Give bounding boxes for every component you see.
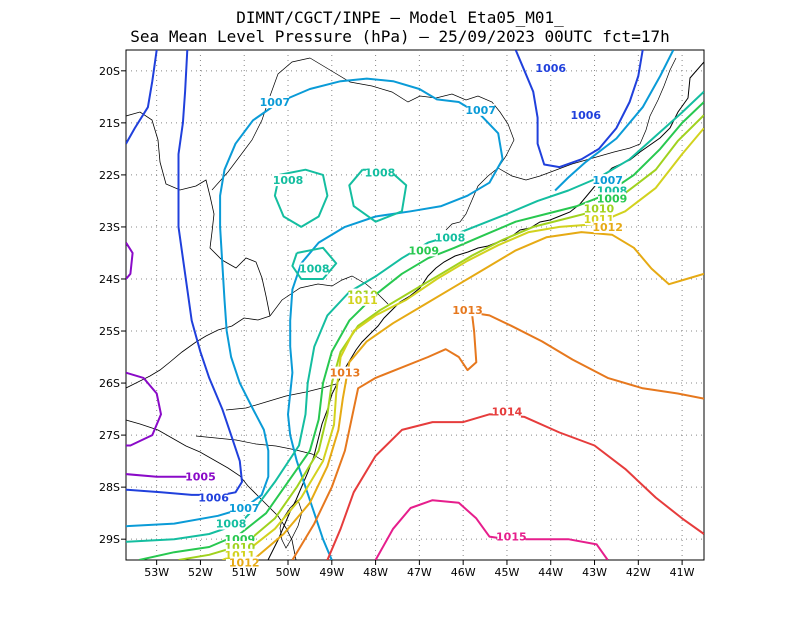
latitude-axis-labels: 20S 21S 22S 23S 24S 25S 26S 27S 28S 29S xyxy=(99,65,120,546)
longitude-axis-labels: 53W 52W 51W 50W 49W 48W 47W 46W 45W 44W 43W 42W 41W xyxy=(144,566,694,579)
x-tick-label: 41W xyxy=(670,566,695,579)
isobar-label-bg xyxy=(453,304,482,317)
argentina-border xyxy=(126,315,271,389)
y-tick-label: 20S xyxy=(99,65,120,78)
isobar-label-1006: 1006 xyxy=(535,62,566,75)
x-tick-label: 49W xyxy=(319,566,344,579)
isobar-label-bg xyxy=(230,556,259,569)
isobar-label-bg xyxy=(492,405,521,418)
isobar-label-bg xyxy=(199,491,228,504)
isobar-label-1009: 1009 xyxy=(408,244,439,257)
x-tick-label: 53W xyxy=(144,566,169,579)
isobar-1007 xyxy=(126,77,504,560)
isobar-label-1012: 1012 xyxy=(592,221,623,234)
isobar-1005 xyxy=(126,371,162,447)
isobar-label-1007: 1007 xyxy=(592,174,623,187)
isobar-label-bg xyxy=(466,103,495,116)
isobar-label-bg xyxy=(260,96,289,109)
isobar-label-1013: 1013 xyxy=(452,304,483,317)
isobar-label-bg xyxy=(330,366,359,379)
isobar-label-1009: 1009 xyxy=(597,192,628,205)
y-tick-label: 29S xyxy=(99,533,120,546)
state-border-mg-rj xyxy=(497,143,641,181)
isobar-label-1005: 1005 xyxy=(185,471,216,484)
y-tick-label: 23S xyxy=(99,221,120,234)
isobar-label-1008: 1008 xyxy=(299,263,330,276)
isobar-1008 xyxy=(273,168,329,228)
isobar-label-bg xyxy=(536,62,565,75)
isobar-label-1007: 1007 xyxy=(465,104,496,117)
isobar-label-bg xyxy=(217,517,246,530)
x-tick-label: 47W xyxy=(407,566,432,579)
isobar-1013 xyxy=(291,311,704,560)
x-tick-label: 43W xyxy=(582,566,607,579)
state-border-ms-sp xyxy=(211,57,311,191)
x-tick-label: 42W xyxy=(626,566,651,579)
x-tick-label: 44W xyxy=(538,566,563,579)
isobar-label-1013: 1013 xyxy=(330,367,361,380)
lat-lon-grid xyxy=(121,50,704,565)
isobar-1011 xyxy=(221,127,704,560)
isobar-label-1010: 1010 xyxy=(584,203,615,216)
y-tick-label: 28S xyxy=(99,481,120,494)
isobar-label-bg xyxy=(593,174,622,187)
isobar-label-1008: 1008 xyxy=(273,174,304,187)
y-tick-label: 27S xyxy=(99,429,120,442)
map-title-line-1: DIMNT/CGCT/INPE – Model Eta05_M01_ xyxy=(236,8,564,27)
isobar-label-1006: 1006 xyxy=(570,109,601,122)
isobar-label-bg xyxy=(497,530,526,543)
y-tick-label: 21S xyxy=(99,117,120,130)
isobar-label-1015: 1015 xyxy=(496,531,527,544)
isobar-label-1012: 1012 xyxy=(229,557,260,570)
x-tick-label: 48W xyxy=(363,566,388,579)
isobar-label-bg xyxy=(348,293,377,306)
y-tick-label: 26S xyxy=(99,377,120,390)
isobar-label-bg xyxy=(598,192,627,205)
y-tick-label: 25S xyxy=(99,325,120,338)
isobar-label-1008: 1008 xyxy=(216,518,247,531)
isobar-label-bg xyxy=(593,220,622,233)
isobar-label-bg xyxy=(274,174,303,187)
lagoa-dos-patos xyxy=(279,499,303,549)
paraguay-border xyxy=(126,111,271,317)
x-tick-label: 46W xyxy=(451,566,476,579)
isobar-label-1007: 1007 xyxy=(260,96,291,109)
map-title-line-2: Sea Mean Level Pressure (hPa) – 25/09/20… xyxy=(130,27,670,46)
isobar-label-1014: 1014 xyxy=(492,406,523,419)
isobar-label-bg xyxy=(186,470,215,483)
plot-frame xyxy=(125,49,705,561)
isobar-1014 xyxy=(326,413,704,560)
isobar-1006 xyxy=(514,50,644,169)
isobar-label-bg xyxy=(300,262,329,275)
x-tick-label: 52W xyxy=(188,566,213,579)
isobar-label-bg xyxy=(365,166,394,179)
isobar-label-bg xyxy=(571,109,600,122)
uruguay-border xyxy=(126,419,297,560)
isobar-label-bg xyxy=(436,231,465,244)
state-border-sp-mg xyxy=(309,57,515,231)
isobar-label-1011: 1011 xyxy=(347,294,378,307)
isobar-label-1008: 1008 xyxy=(435,231,466,244)
isobar-label-1007: 1007 xyxy=(229,502,260,515)
isobar-1007 xyxy=(554,50,675,192)
isobar-1006 xyxy=(126,50,158,145)
isobar-label-bg xyxy=(409,244,438,257)
isobar-label-1006: 1006 xyxy=(198,492,229,505)
state-border-mg-es xyxy=(639,57,677,145)
x-tick-label: 50W xyxy=(276,566,301,579)
isobar-label-bg xyxy=(584,202,613,215)
x-tick-label: 45W xyxy=(495,566,520,579)
isobar-label-1008: 1008 xyxy=(365,166,396,179)
y-tick-label: 24S xyxy=(99,273,120,286)
state-border-sc-rs xyxy=(195,435,323,461)
isobar-1015 xyxy=(374,499,609,560)
x-tick-label: 51W xyxy=(232,566,257,579)
isobar-1008 xyxy=(291,246,338,280)
y-tick-label: 22S xyxy=(99,169,120,182)
isobar-label-bg xyxy=(230,501,259,514)
isobar-1012 xyxy=(252,231,704,560)
isobar-labels: 1005100610061006100710071007100710081008… xyxy=(185,62,628,570)
isobar-1005 xyxy=(126,242,134,280)
